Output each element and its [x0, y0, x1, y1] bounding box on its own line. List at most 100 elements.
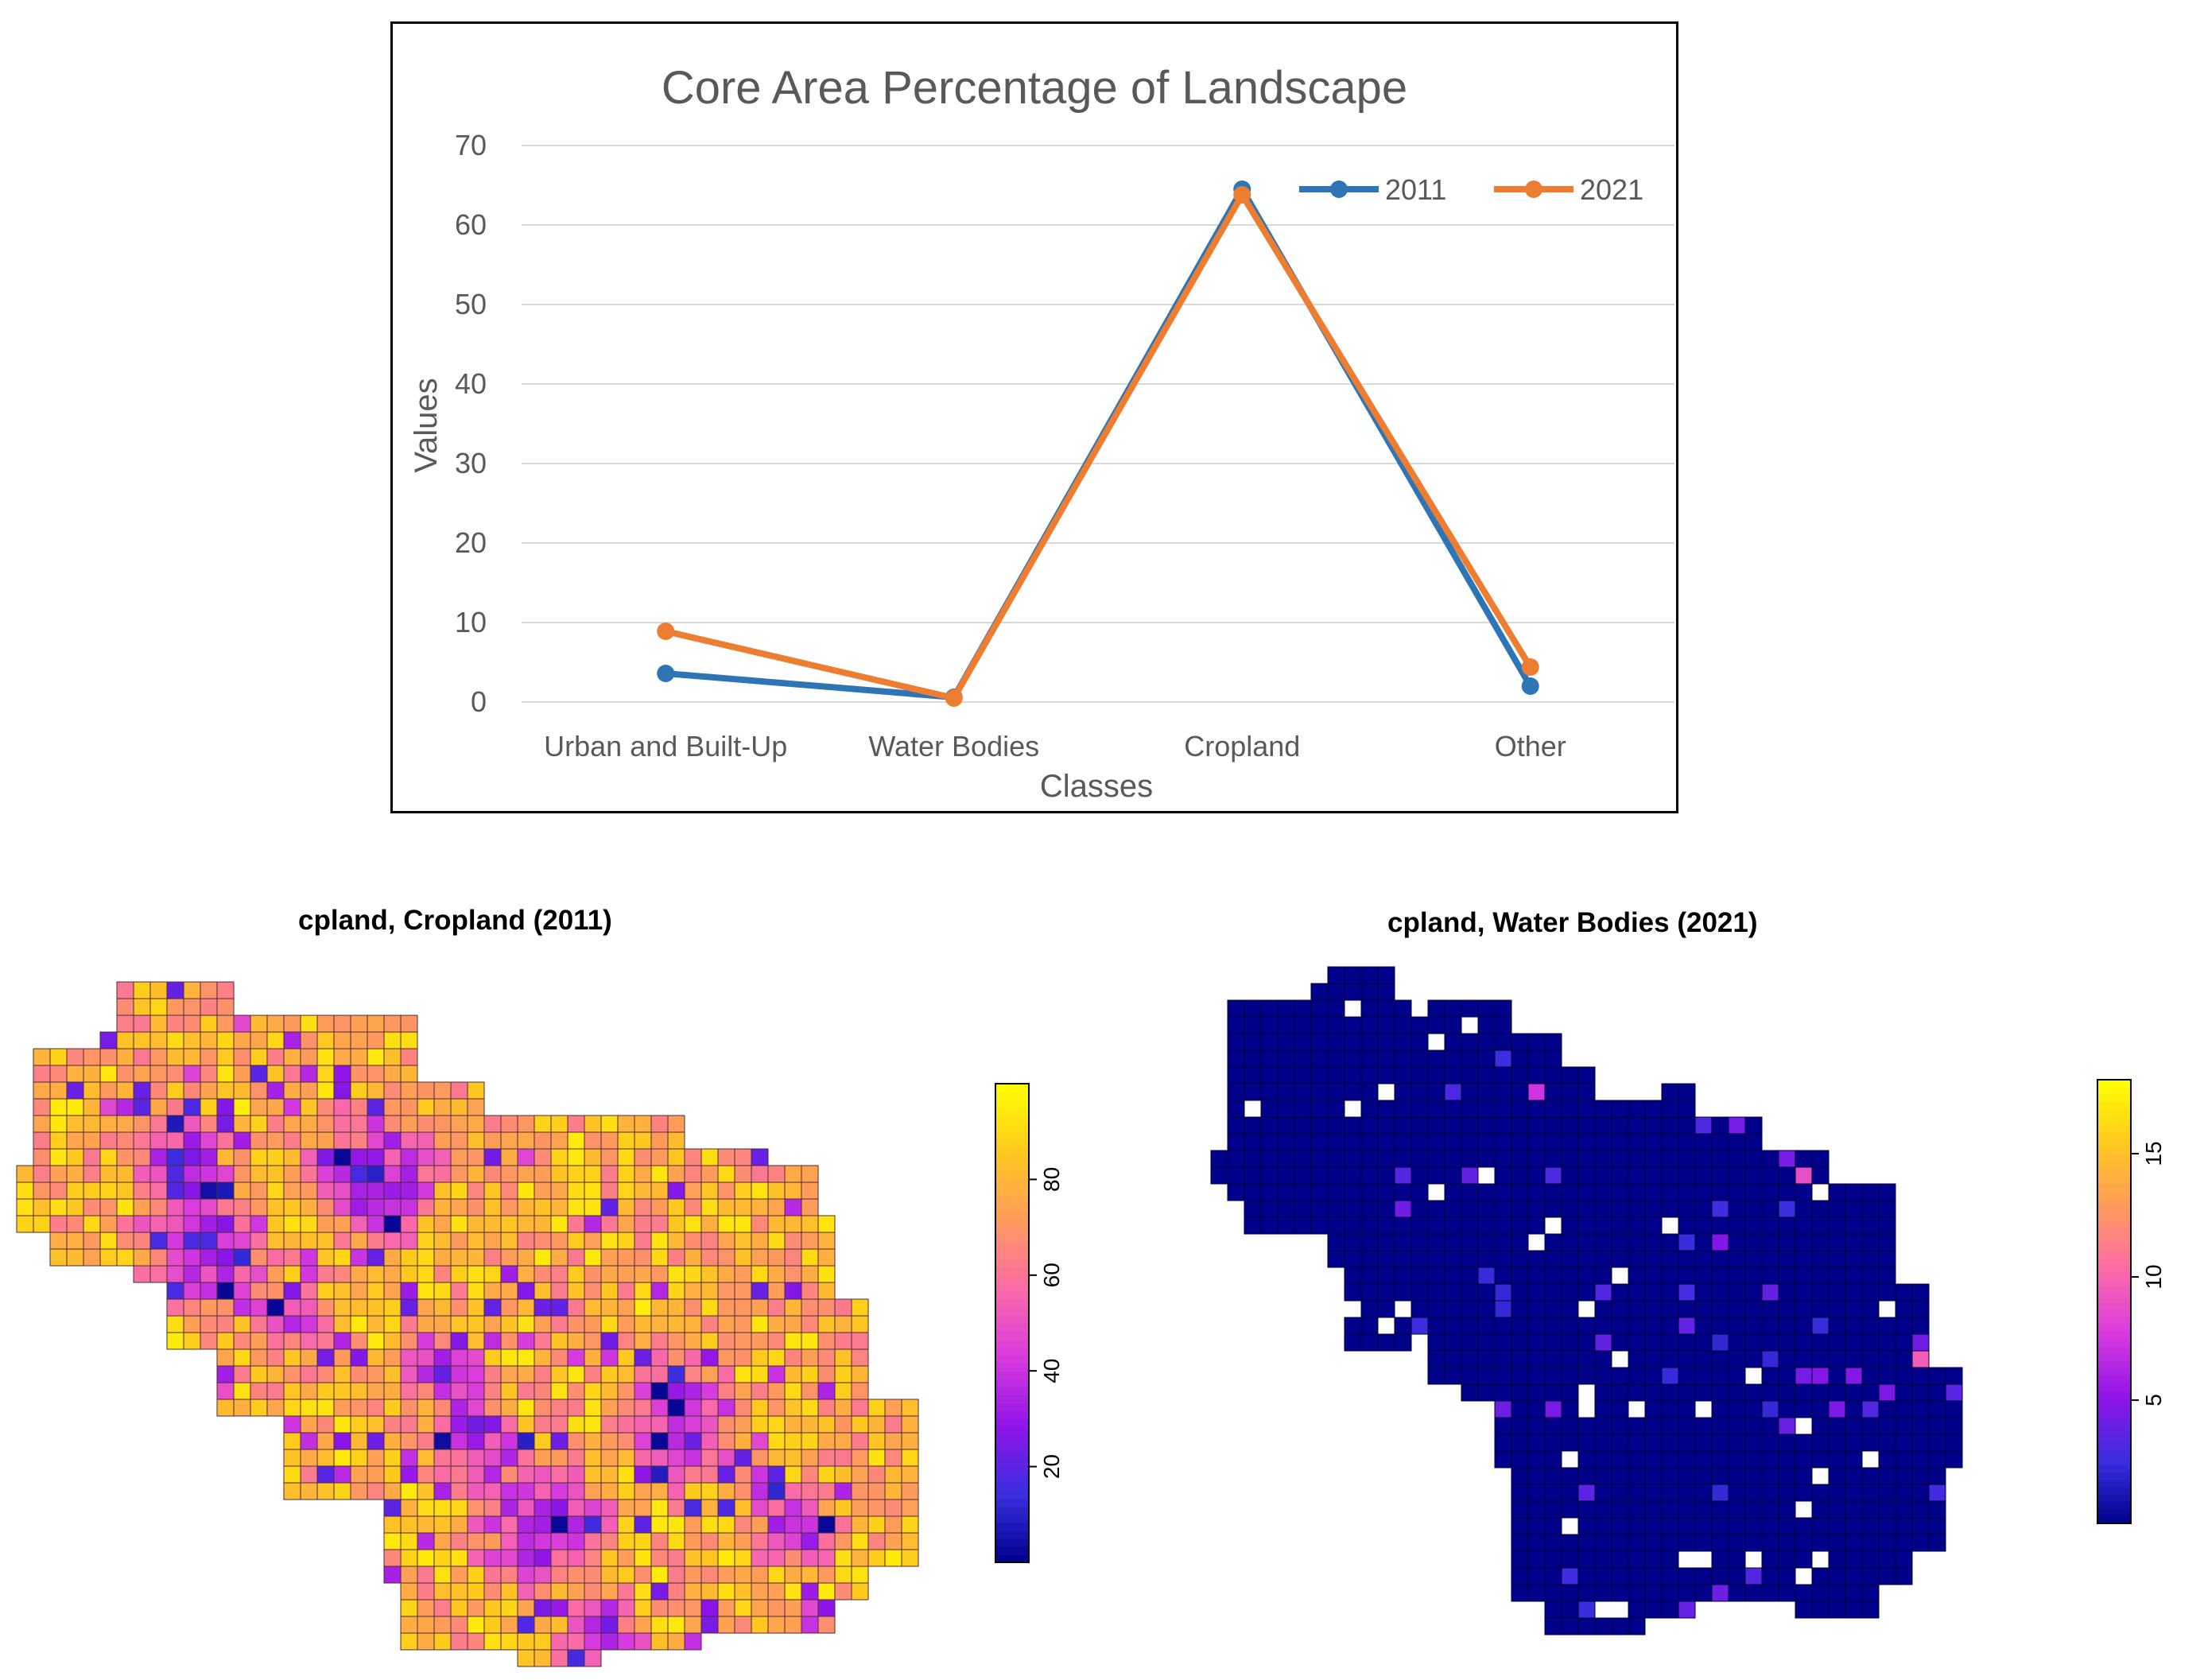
raster-cell	[634, 1616, 652, 1634]
raster-cell	[1594, 1500, 1612, 1519]
raster-cell	[1310, 1183, 1329, 1201]
raster-cell	[717, 1165, 735, 1183]
raster-cell	[250, 1332, 268, 1350]
raster-cell	[500, 1265, 518, 1283]
raster-cell	[133, 1031, 151, 1050]
raster-cell	[467, 1181, 485, 1200]
raster-cell	[183, 1248, 201, 1267]
raster-cell	[584, 1115, 602, 1133]
raster-cell	[1945, 1400, 1963, 1418]
raster-cell	[1928, 1534, 1946, 1552]
raster-cell	[233, 1115, 251, 1133]
raster-cell	[550, 1332, 568, 1350]
raster-cell	[1577, 1534, 1596, 1552]
legend-gradient-step	[995, 1379, 1029, 1388]
raster-cell	[817, 1549, 836, 1567]
raster-cell	[1811, 1450, 1830, 1469]
raster-cell	[1294, 1200, 1312, 1218]
raster-cell	[417, 1432, 435, 1450]
raster-cell	[33, 1115, 51, 1133]
raster-cell	[1544, 1567, 1562, 1585]
raster-cell	[99, 1131, 118, 1150]
legend-gradient-step	[2097, 1212, 2131, 1221]
raster-cell	[1594, 1584, 1612, 1602]
raster-cell	[1744, 1350, 1763, 1368]
raster-cell	[784, 1482, 802, 1500]
raster-cell	[1544, 1166, 1562, 1185]
raster-cell	[1694, 1500, 1713, 1519]
raster-cell	[1778, 1417, 1796, 1435]
raster-cell	[834, 1332, 852, 1350]
raster-cell	[884, 1499, 902, 1517]
raster-cell	[417, 1616, 435, 1634]
raster-cell	[1845, 1200, 1863, 1218]
raster-cell	[1410, 1150, 1429, 1168]
raster-cell	[1845, 1350, 1863, 1368]
raster-cell	[1744, 1150, 1763, 1168]
raster-cell	[1678, 1183, 1696, 1201]
raster-cell	[584, 1399, 602, 1417]
raster-cell	[667, 1282, 685, 1300]
raster-cell	[300, 1248, 318, 1267]
raster-cell	[1895, 1550, 1913, 1569]
raster-cell	[383, 1532, 402, 1550]
raster-cell	[550, 1515, 568, 1534]
raster-cell	[584, 1198, 602, 1216]
legend-gradient-step	[995, 1538, 1029, 1547]
raster-cell	[1360, 1016, 1379, 1034]
raster-cell	[817, 1616, 836, 1634]
raster-cell	[300, 1115, 318, 1133]
raster-cell	[1227, 1133, 1245, 1151]
raster-cell	[1644, 1367, 1663, 1385]
raster-cell	[1444, 999, 1462, 1018]
raster-cell	[1611, 1183, 1629, 1201]
raster-cell	[1494, 1150, 1512, 1168]
raster-cell	[450, 1315, 468, 1333]
raster-cell	[550, 1131, 568, 1150]
raster-cell	[1878, 1400, 1896, 1418]
legend-gradient-step	[2097, 1323, 2131, 1332]
raster-cell	[300, 1232, 318, 1250]
legend-gradient-step	[2097, 1449, 2131, 1458]
raster-cell	[650, 1432, 669, 1450]
raster-cell	[584, 1215, 602, 1233]
raster-cell	[617, 1566, 635, 1584]
raster-cell	[1845, 1417, 1863, 1435]
raster-cell	[1678, 1133, 1696, 1151]
raster-cell	[1811, 1166, 1830, 1185]
raster-cell	[1611, 1116, 1629, 1135]
raster-cell	[1678, 1233, 1696, 1251]
raster-cell	[600, 1315, 619, 1333]
legend-gradient-step	[995, 1490, 1029, 1500]
raster-cell	[1778, 1367, 1796, 1385]
raster-cell	[550, 1499, 568, 1517]
raster-cell	[550, 1616, 568, 1634]
raster-cell	[1377, 1166, 1395, 1185]
raster-cell	[383, 1115, 402, 1133]
raster-cell	[250, 1215, 268, 1233]
raster-cell	[534, 1315, 552, 1333]
legend-gradient-step	[2097, 1080, 2131, 1088]
raster-cell	[233, 1031, 251, 1050]
raster-cell	[49, 1198, 68, 1216]
raster-cell	[1527, 1584, 1546, 1602]
legend-gradient-step	[995, 1339, 1029, 1348]
raster-cell	[1494, 1450, 1512, 1469]
raster-cell	[534, 1649, 552, 1667]
raster-cell	[33, 1065, 51, 1083]
raster-cell	[400, 1582, 418, 1600]
raster-cell	[1661, 1434, 1679, 1452]
raster-cell	[1795, 1283, 1813, 1302]
raster-cell	[66, 1131, 84, 1150]
raster-cell	[1294, 1133, 1312, 1151]
raster-cell	[450, 1232, 468, 1250]
raster-cell	[1761, 1233, 1779, 1251]
raster-cell	[584, 1332, 602, 1350]
raster-cell	[1461, 1166, 1479, 1185]
raster-cell	[584, 1131, 602, 1150]
raster-cell	[500, 1298, 518, 1317]
raster-cell	[1694, 1467, 1713, 1485]
raster-cell	[734, 1432, 752, 1450]
raster-cell	[1527, 1500, 1546, 1519]
raster-cell	[1728, 1350, 1746, 1368]
